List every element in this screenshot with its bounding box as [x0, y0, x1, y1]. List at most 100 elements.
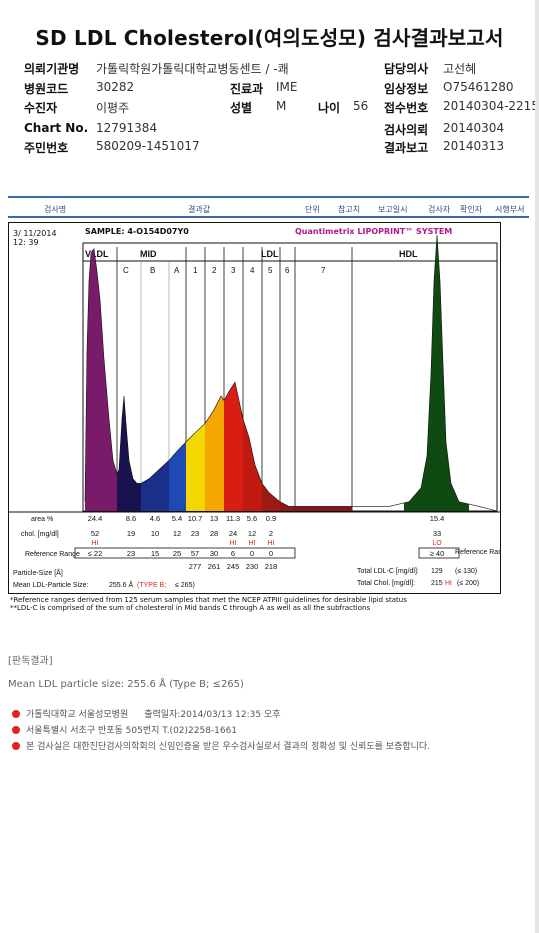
particle-size-value: 230: [246, 562, 259, 571]
reference-value: ≤ 22: [88, 549, 103, 558]
rrn-value: 580209-1451017: [96, 139, 200, 153]
chol-value: 52: [91, 529, 99, 538]
particle-size-value: 277: [189, 562, 202, 571]
particle-size-value: 218: [265, 562, 278, 571]
total-chol-flag: HI: [445, 580, 452, 587]
doctor-value: 고선혜: [443, 62, 477, 76]
col-test-name: 검사명: [44, 205, 67, 214]
chol-value: 2: [269, 529, 273, 538]
interpretation: [판독결과] Mean LDL particle size: 255.6 Å (…: [8, 652, 244, 702]
flag-value: HI: [249, 540, 256, 547]
mean-ldl-type-ref: ≤ 265): [175, 582, 195, 589]
sex-label: 성별: [230, 101, 253, 115]
bullet-icon: [12, 710, 20, 718]
profile-band-5: [262, 483, 280, 511]
bullet-icon: [12, 726, 20, 734]
dept-value: IME: [276, 80, 298, 94]
col-unit: 단위: [305, 205, 320, 214]
report-date-value: 20140313: [443, 139, 505, 153]
band-label-3: 3: [231, 266, 236, 275]
area-value: 5.4: [172, 514, 182, 523]
patient-value: 이평주: [96, 101, 130, 115]
area-value: 13: [210, 514, 218, 523]
footer-certification: 본 검사실은 대한진단검사의학회의 신임인증을 받은 우수검사실로서 결과의 정…: [12, 739, 430, 752]
total-chol-value: 215: [431, 580, 443, 587]
profile-band-7: [295, 506, 352, 511]
chart-no-label: Chart No.: [24, 121, 89, 135]
reference-value: 15: [151, 549, 159, 558]
footer-hospital: 가톨릭대학교 서울성모병원 출력일자:2014/03/13 12:35 오후: [12, 707, 280, 720]
print-date: 3/ 11/2014: [13, 229, 57, 238]
band-label-5: 5: [268, 266, 273, 275]
hospital-code-value: 30282: [96, 80, 135, 94]
lab-report: 검사명 결과값 단위 참고치 보고일시 검사자 확인자 시행부서 3/ 11/2…: [8, 196, 529, 596]
dept-label: 진료과: [230, 82, 264, 96]
report-column-header: 검사명 결과값 단위 참고치 보고일시 검사자 확인자 시행부서: [8, 196, 529, 218]
chol-value: 33: [433, 529, 441, 538]
profile-band-3: [224, 382, 243, 511]
footer-certification-text: 본 검사실은 대한진단검사의학회의 신임인증을 받은 우수검사실로서 결과의 정…: [26, 742, 431, 752]
receipt-label: 접수번호: [384, 101, 429, 115]
band-label-2: 2: [212, 266, 217, 275]
band-label-C: C: [123, 266, 129, 275]
flag-value: LO: [432, 540, 442, 547]
reference-value: 57: [191, 549, 199, 558]
band-group-ldl: LDL: [261, 249, 279, 259]
request-label: 검사의뢰: [384, 123, 429, 137]
area-value: 5.6: [247, 514, 257, 523]
total-ldl-label: Total LDL-C [mg/dl]:: [357, 568, 419, 575]
col-report-time: 보고일시: [378, 205, 408, 214]
footer-print-date: 출력일자:2014/03/13 12:35 오후: [144, 710, 281, 720]
mean-ldl-value: 255.6 Å: [109, 580, 133, 589]
institution-value: 가톨릭학원가톨릭대학교병동센트 / -쾌: [96, 62, 289, 76]
area-value: 10.7: [188, 514, 203, 523]
footer-hospital-name: 가톨릭대학교 서울성모병원: [26, 710, 129, 720]
hospital-code-label: 병원코드: [24, 82, 69, 96]
profile-band-HDL: [404, 235, 469, 511]
particle-size-value: 261: [208, 562, 221, 571]
reference-value: 0: [269, 549, 273, 558]
reference-value: 6: [231, 549, 235, 558]
col-tester: 검사자: [428, 205, 451, 214]
profile-band-4: [243, 419, 262, 511]
band-label-B: B: [150, 266, 155, 275]
footer-address: 서울특별시 서초구 반포동 505번지 T.(02)2258-1661: [12, 723, 237, 736]
scrollbar-track[interactable]: [535, 0, 539, 933]
clinical-label: 임상정보: [384, 82, 429, 96]
reference-range-box-hdl: [418, 547, 460, 559]
lipoprint-brand: Quantimetrix LIPOPRINT™ SYSTEM: [295, 227, 453, 236]
row-label-particle-size: Particle-Size [Å]: [13, 568, 63, 577]
area-value: 0.9: [266, 514, 276, 523]
clinical-value: O75461280: [443, 80, 514, 94]
area-value: 4.6: [150, 514, 160, 523]
report-date-label: 결과보고: [384, 141, 429, 155]
request-value: 20140304: [443, 121, 505, 135]
profile-band-VLDL: [85, 248, 117, 512]
receipt-value: 20140304-22151: [443, 99, 539, 113]
footnote-ldlc: **LDL-C is comprised of the sum of chole…: [10, 604, 371, 612]
reference-value: 30: [210, 549, 218, 558]
reference-value: ≥ 40: [430, 549, 445, 558]
band-group-vldl: VLDL: [85, 249, 109, 259]
band-label-6: 6: [285, 266, 290, 275]
profile-band-6: [280, 501, 295, 511]
profile-band-1: [186, 423, 205, 511]
report-footnotes: *Reference ranges derived from 125 serum…: [10, 596, 407, 612]
right-reference-label: Reference Range: [455, 549, 500, 556]
row-label-area: area %: [31, 516, 53, 523]
band-label-4: 4: [250, 266, 255, 275]
total-ldl-ref: (≤ 130): [455, 568, 477, 575]
total-chol-ref: (≤ 200): [457, 580, 479, 587]
institution-label: 의뢰기관명: [24, 62, 80, 76]
flag-value: HI: [92, 540, 99, 547]
row-label-chol: chol. [mg/dl]: [21, 531, 59, 538]
footnote-reference: *Reference ranges derived from 125 serum…: [10, 596, 407, 604]
col-confirmer: 확인자: [460, 205, 483, 214]
reference-value: 0: [250, 549, 254, 558]
band-group-mid: MID: [140, 249, 157, 259]
interpretation-text: Mean LDL particle size: 255.6 Å (Type B;…: [8, 679, 244, 690]
interpretation-heading: [판독결과]: [8, 656, 53, 667]
mean-ldl-label: Mean LDL-Particle Size:: [13, 582, 89, 589]
area-value: 11.3: [226, 514, 240, 523]
